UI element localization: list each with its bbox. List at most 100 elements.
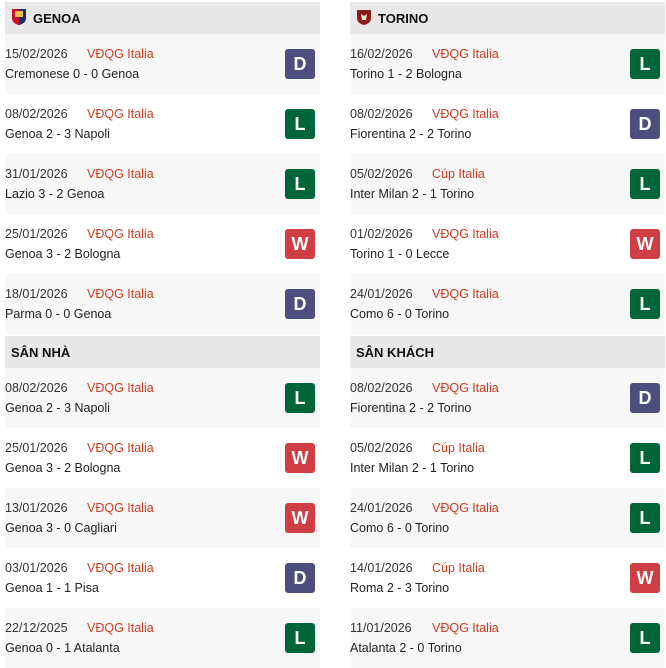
match-date: 15/02/2026: [5, 47, 68, 61]
match-score[interactable]: Cremonese 0 - 0 Genoa: [5, 67, 140, 81]
match-score[interactable]: Torino 1 - 0 Lecce: [350, 247, 450, 261]
match-date: 03/01/2026: [5, 561, 68, 575]
competition-link[interactable]: VĐQG Italia: [432, 107, 499, 121]
competition-link[interactable]: Cúp Italia: [432, 561, 485, 575]
section-header: SÂN KHÁCH: [350, 336, 665, 368]
competition-link[interactable]: VĐQG Italia: [432, 227, 499, 241]
match-score[interactable]: Genoa 2 - 3 Napoli: [5, 401, 110, 415]
match-row[interactable]: 08/02/2026 VĐQG Italia Fiorentina 2 - 2 …: [350, 94, 665, 154]
result-badge: L: [630, 169, 660, 199]
competition-link[interactable]: VĐQG Italia: [87, 167, 154, 181]
competition-link[interactable]: VĐQG Italia: [432, 287, 499, 301]
section-title: TORINO: [378, 10, 429, 26]
match-row[interactable]: 08/02/2026 VĐQG Italia Genoa 2 - 3 Napol…: [5, 94, 320, 154]
match-list: 08/02/2026 VĐQG Italia Genoa 2 - 3 Napol…: [5, 368, 320, 668]
match-score[interactable]: Lazio 3 - 2 Genoa: [5, 187, 105, 201]
match-score[interactable]: Genoa 3 - 2 Bologna: [5, 461, 121, 475]
competition-link[interactable]: VĐQG Italia: [432, 381, 499, 395]
match-date: 25/01/2026: [5, 441, 68, 455]
match-row[interactable]: 25/01/2026 VĐQG Italia Genoa 3 - 2 Bolog…: [5, 428, 320, 488]
match-score[interactable]: Como 6 - 0 Torino: [350, 521, 450, 535]
competition-link[interactable]: VĐQG Italia: [87, 107, 154, 121]
match-date: 08/02/2026: [350, 381, 413, 395]
match-date: 05/02/2026: [350, 167, 413, 181]
match-row[interactable]: 13/01/2026 VĐQG Italia Genoa 3 - 0 Cagli…: [5, 488, 320, 548]
match-score[interactable]: Fiorentina 2 - 2 Torino: [350, 127, 472, 141]
match-score[interactable]: Fiorentina 2 - 2 Torino: [350, 401, 472, 415]
torino-crest-icon: [356, 8, 378, 29]
match-row[interactable]: 15/02/2026 VĐQG Italia Cremonese 0 - 0 G…: [5, 34, 320, 94]
genoa-form-section: GENOA 15/02/2026 VĐQG Italia Cremonese 0…: [5, 2, 320, 334]
match-row[interactable]: 08/02/2026 VĐQG Italia Genoa 2 - 3 Napol…: [5, 368, 320, 428]
result-badge: L: [285, 109, 315, 139]
match-score[interactable]: Genoa 0 - 1 Atalanta: [5, 641, 120, 655]
match-row[interactable]: 01/02/2026 VĐQG Italia Torino 1 - 0 Lecc…: [350, 214, 665, 274]
match-row[interactable]: 05/02/2026 Cúp Italia Inter Milan 2 - 1 …: [350, 154, 665, 214]
section-title: SÂN KHÁCH: [356, 344, 434, 360]
result-badge: L: [630, 623, 660, 653]
result-badge: D: [630, 383, 660, 413]
section-header: TORINO: [350, 2, 665, 34]
match-score[interactable]: Genoa 3 - 0 Cagliari: [5, 521, 117, 535]
competition-link[interactable]: Cúp Italia: [432, 167, 485, 181]
match-row[interactable]: 03/01/2026 VĐQG Italia Genoa 1 - 1 Pisa …: [5, 548, 320, 608]
competition-link[interactable]: Cúp Italia: [432, 441, 485, 455]
match-row[interactable]: 08/02/2026 VĐQG Italia Fiorentina 2 - 2 …: [350, 368, 665, 428]
match-date: 13/01/2026: [5, 501, 68, 515]
match-row[interactable]: 11/01/2026 VĐQG Italia Atalanta 2 - 0 To…: [350, 608, 665, 668]
match-score[interactable]: Genoa 2 - 3 Napoli: [5, 127, 110, 141]
match-row[interactable]: 14/01/2026 Cúp Italia Roma 2 - 3 Torino …: [350, 548, 665, 608]
match-date: 08/02/2026: [5, 107, 68, 121]
match-score[interactable]: Inter Milan 2 - 1 Torino: [350, 187, 475, 201]
competition-link[interactable]: VĐQG Italia: [432, 47, 499, 61]
match-score[interactable]: Como 6 - 0 Torino: [350, 307, 450, 321]
away-form-section: SÂN KHÁCH 08/02/2026 VĐQG Italia Fiorent…: [350, 336, 665, 668]
competition-link[interactable]: VĐQG Italia: [87, 441, 154, 455]
result-badge: L: [285, 169, 315, 199]
match-row[interactable]: 16/02/2026 VĐQG Italia Torino 1 - 2 Bolo…: [350, 34, 665, 94]
competition-link[interactable]: VĐQG Italia: [87, 227, 154, 241]
left-column: GENOA 15/02/2026 VĐQG Italia Cremonese 0…: [5, 0, 320, 668]
match-score[interactable]: Genoa 1 - 1 Pisa: [5, 581, 99, 595]
match-date: 05/02/2026: [350, 441, 413, 455]
competition-link[interactable]: VĐQG Italia: [87, 621, 154, 635]
result-badge: L: [285, 383, 315, 413]
competition-link[interactable]: VĐQG Italia: [87, 381, 154, 395]
section-header: GENOA: [5, 2, 320, 34]
match-score[interactable]: Genoa 3 - 2 Bologna: [5, 247, 121, 261]
competition-link[interactable]: VĐQG Italia: [87, 501, 154, 515]
match-row[interactable]: 18/01/2026 VĐQG Italia Parma 0 - 0 Genoa…: [5, 274, 320, 334]
competition-link[interactable]: VĐQG Italia: [432, 501, 499, 515]
result-badge: L: [630, 503, 660, 533]
section-title: SÂN NHÀ: [11, 344, 71, 360]
match-date: 08/02/2026: [350, 107, 413, 121]
match-date: 16/02/2026: [350, 47, 413, 61]
competition-link[interactable]: VĐQG Italia: [432, 621, 499, 635]
match-date: 22/12/2025: [5, 621, 68, 635]
match-score[interactable]: Inter Milan 2 - 1 Torino: [350, 461, 475, 475]
match-row[interactable]: 24/01/2026 VĐQG Italia Como 6 - 0 Torino…: [350, 488, 665, 548]
competition-link[interactable]: VĐQG Italia: [87, 287, 154, 301]
competition-link[interactable]: VĐQG Italia: [87, 561, 154, 575]
match-score[interactable]: Atalanta 2 - 0 Torino: [350, 641, 462, 655]
match-row[interactable]: 31/01/2026 VĐQG Italia Lazio 3 - 2 Genoa…: [5, 154, 320, 214]
match-list: 15/02/2026 VĐQG Italia Cremonese 0 - 0 G…: [5, 34, 320, 334]
competition-link[interactable]: VĐQG Italia: [87, 47, 154, 61]
match-row[interactable]: 22/12/2025 VĐQG Italia Genoa 0 - 1 Atala…: [5, 608, 320, 668]
match-score[interactable]: Roma 2 - 3 Torino: [350, 581, 450, 595]
match-date: 08/02/2026: [5, 381, 68, 395]
torino-form-section: TORINO 16/02/2026 VĐQG Italia Torino 1 -…: [350, 2, 665, 334]
home-form-section: SÂN NHÀ 08/02/2026 VĐQG Italia Genoa 2 -…: [5, 336, 320, 668]
match-row[interactable]: 05/02/2026 Cúp Italia Inter Milan 2 - 1 …: [350, 428, 665, 488]
match-date: 11/01/2026: [350, 621, 412, 635]
result-badge: L: [630, 443, 660, 473]
match-row[interactable]: 24/01/2026 VĐQG Italia Como 6 - 0 Torino…: [350, 274, 665, 334]
section-header: SÂN NHÀ: [5, 336, 320, 368]
result-badge: W: [630, 229, 660, 259]
result-badge: D: [630, 109, 660, 139]
match-list: 16/02/2026 VĐQG Italia Torino 1 - 2 Bolo…: [350, 34, 665, 334]
match-date: 25/01/2026: [5, 227, 68, 241]
match-score[interactable]: Parma 0 - 0 Genoa: [5, 307, 112, 321]
match-score[interactable]: Torino 1 - 2 Bologna: [350, 67, 462, 81]
match-row[interactable]: 25/01/2026 VĐQG Italia Genoa 3 - 2 Bolog…: [5, 214, 320, 274]
